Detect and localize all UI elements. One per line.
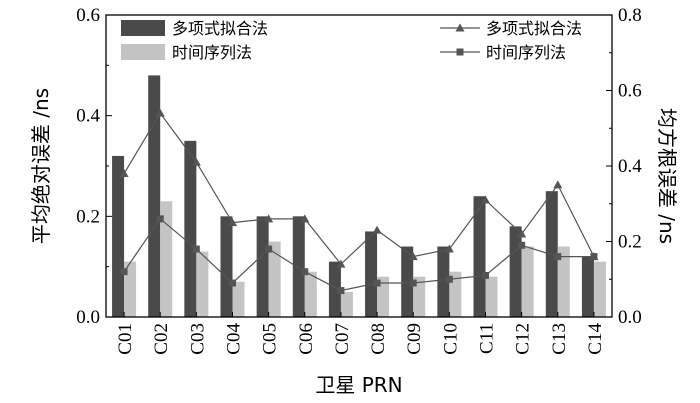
right-tick-label: 0.8 [618,5,642,26]
bar-polynomial [328,261,341,317]
left-tick-label: 0.2 [76,206,100,227]
x-tick-label: C03 [187,323,208,355]
point-square-marker [590,253,598,261]
line-polynomial [123,112,595,266]
point-triangle-marker [300,214,310,223]
point-triangle-marker [191,157,201,166]
x-tick-label: C10 [440,323,461,355]
right-axis-title: 均方根误差 /ns [655,108,679,244]
left-tick-label: 0.6 [76,5,100,26]
point-square-marker [337,287,345,295]
point-square-marker [409,279,417,287]
point-triangle-marker [553,180,563,189]
x-tick-label: C06 [296,323,317,355]
x-tick-label: C09 [404,323,425,355]
x-tick-label: C08 [368,323,389,355]
point-square-marker [229,279,236,287]
bar-timeseries [557,246,570,317]
point-square-marker [373,279,381,287]
bar-timeseries [485,276,498,317]
bar-timeseries [340,291,353,317]
bar-polynomial [148,75,161,318]
legend-line-label: 时间序列法 [486,43,566,62]
bar-polynomial [220,216,233,317]
bar-polynomial [545,191,558,317]
x-tick-label: C14 [585,323,606,355]
legend-line-label: 多项式拟合法 [486,19,582,38]
point-square-marker [554,253,562,261]
point-triangle-marker [408,252,418,261]
bar-polynomial [184,140,197,317]
point-square-marker [301,268,309,276]
bar-polynomial [581,256,594,317]
bar-polynomial [437,246,450,317]
bar-polynomial [365,231,378,317]
point-square-marker [156,215,164,223]
point-square-marker [265,245,273,253]
point-triangle-marker [517,229,527,238]
point-square-marker [518,241,526,249]
bar-polynomial [473,196,486,317]
legend-triangle-marker [455,23,465,32]
bar-polynomial [401,246,414,317]
x-axis-title: 卫星 PRN [315,373,402,397]
legend-bar-swatch [121,44,165,60]
x-tick-label: C12 [513,323,534,355]
point-triangle-marker [264,214,274,223]
right-tick-label: 0.6 [618,81,642,102]
x-tick-label: C05 [260,323,281,355]
point-square-marker [192,245,200,253]
point-square-marker [482,271,489,279]
bar-timeseries [196,251,209,317]
point-square-marker [120,268,128,276]
bar-polynomial [112,155,125,317]
right-tick-label: 0.0 [618,307,642,328]
point-triangle-marker [372,225,382,234]
x-tick-label: C13 [549,323,570,355]
point-triangle-marker [228,218,237,227]
right-tick-label: 0.2 [618,232,642,253]
point-triangle-marker [119,169,129,178]
left-tick-label: 0.0 [76,307,100,328]
x-tick-label: C04 [224,323,245,355]
x-tick-label: C07 [332,323,353,355]
bar-polynomial [292,216,305,317]
legend-square-marker [456,48,464,56]
bar-timeseries [521,246,534,317]
legend-bar-label: 多项式拟合法 [172,19,268,38]
legend-bar-label: 时间序列法 [172,43,252,62]
bar-timeseries [268,241,281,317]
x-tick-label: C11 [477,323,498,354]
point-triangle-marker [336,259,346,268]
left-tick-label: 0.4 [76,106,100,127]
bar-timeseries [304,271,317,317]
bar-timeseries [160,201,173,317]
bars-group [112,75,606,318]
bar-timeseries [413,276,426,317]
point-triangle-marker [155,108,165,117]
point-triangle-marker [481,195,490,204]
bar-timeseries [232,281,245,317]
bar-timeseries [124,261,137,317]
bar-timeseries [593,261,606,317]
right-tick-label: 0.4 [618,156,642,177]
bar-timeseries [449,271,462,317]
legend-bar-swatch [121,20,165,36]
lines-group [119,108,599,295]
bar-polynomial [509,226,522,317]
point-triangle-marker [444,244,454,253]
x-tick-label: C02 [151,323,172,355]
point-square-marker [445,275,453,283]
left-axis-title: 平均绝对误差 /ns [29,88,53,244]
x-tick-label: C01 [115,323,136,355]
bar-polynomial [256,216,269,317]
line-timeseries [123,217,594,292]
bar-timeseries [377,276,390,317]
